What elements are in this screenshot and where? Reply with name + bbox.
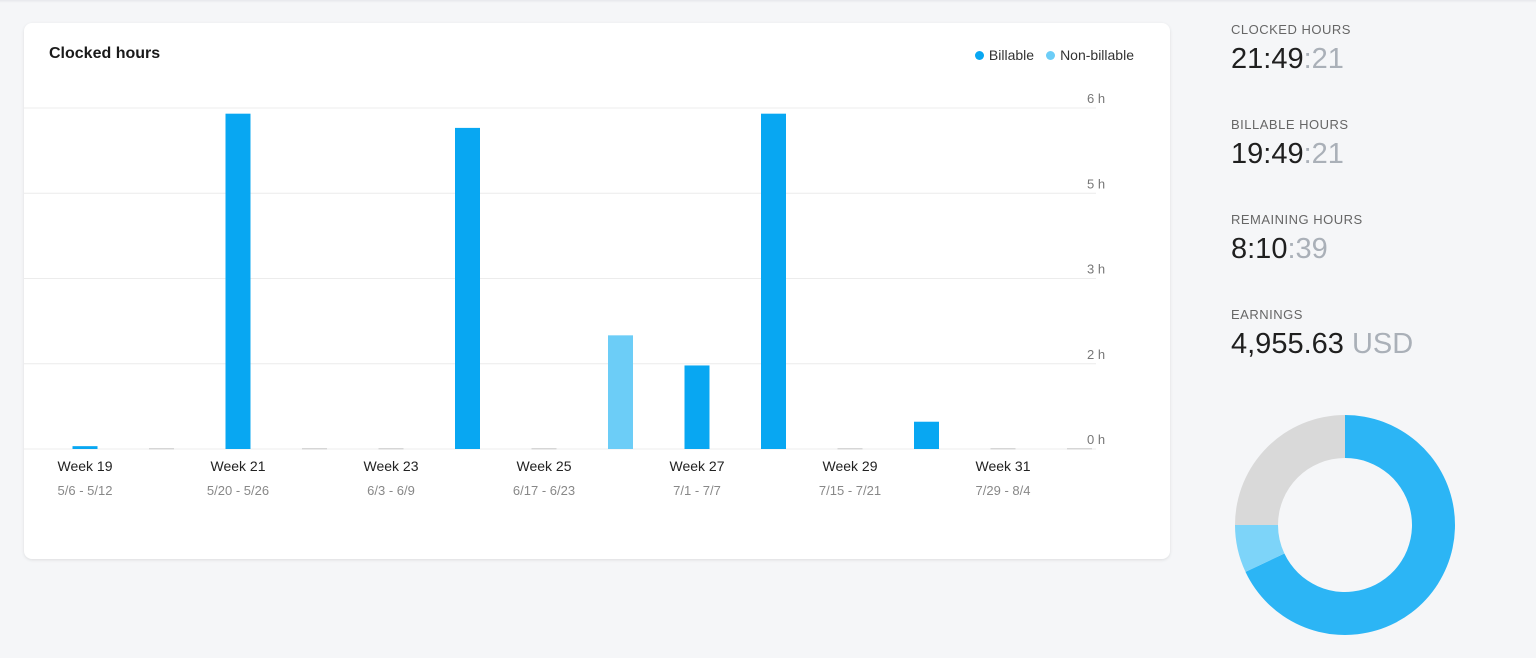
x-tick-label-range: 7/29 - 8/4 [976, 483, 1031, 498]
bar-empty [378, 448, 404, 450]
card-title: Clocked hours [49, 45, 161, 62]
stat-clocked-hours: CLOCKED HOURS 21:49:21 [1231, 22, 1511, 117]
stat-value: 19:49:21 [1231, 138, 1511, 171]
donut-slice-non-billable[interactable] [1235, 525, 1285, 572]
stat-value: 4,955.63 USD [1231, 328, 1511, 361]
bar-non-billable[interactable] [608, 335, 633, 449]
stat-remaining-hours: REMAINING HOURS 8:10:39 [1231, 212, 1511, 307]
non-billable-dot-icon [1046, 50, 1056, 60]
donut-slice-remaining[interactable] [1235, 415, 1345, 525]
bar-empty [990, 448, 1016, 450]
stat-value-currency: USD [1343, 328, 1414, 360]
x-tick-label-week: Week 25 [517, 458, 572, 474]
bar-billable[interactable] [684, 365, 710, 449]
billable-dot-icon [974, 50, 984, 60]
clocked-hours-card: Clocked hours Billable Non-billable 0 h 2… [24, 23, 1170, 559]
stat-label: EARNINGS [1231, 307, 1303, 322]
stat-value: 21:49:21 [1231, 43, 1511, 76]
x-tick-label-week: Week 21 [211, 458, 266, 474]
stat-value-main: 19:49 [1231, 138, 1304, 170]
x-tick-label-range: 6/17 - 6/23 [513, 483, 575, 498]
y-tick-label: 5 h [1087, 176, 1105, 191]
bar-empty [531, 448, 557, 450]
top-shadow [0, 0, 1536, 3]
bar-billable[interactable] [761, 113, 786, 449]
bar-empty [1067, 448, 1092, 450]
x-tick-label-week: Week 29 [823, 458, 878, 474]
y-tick-label: 6 h [1087, 91, 1105, 106]
x-tick-label-week: Week 27 [670, 458, 725, 474]
stat-value: 8:10:39 [1231, 233, 1511, 266]
stat-earnings: EARNINGS 4,955.63 USD [1231, 307, 1511, 402]
bar-empty [302, 448, 327, 450]
x-tick-label-range: 7/1 - 7/7 [673, 483, 721, 498]
bar-billable[interactable] [72, 446, 98, 449]
x-tick-label-week: Week 19 [58, 458, 113, 474]
y-tick-label: 2 h [1087, 347, 1105, 362]
legend-label-billable: Billable [988, 47, 1035, 63]
stat-label: REMAINING HOURS [1231, 212, 1363, 227]
legend-item-billable[interactable]: Billable [974, 47, 1035, 63]
bar-chart: 0 h 2 h 3 h 5 h 6 h Week 19 5/6 - 5/12 Week 21 5… [24, 91, 1105, 498]
x-tick-label-range: 7/15 - 7/21 [819, 483, 881, 498]
stat-value-main: 8:10 [1231, 233, 1288, 265]
stat-label: CLOCKED HOURS [1231, 22, 1351, 37]
x-tick-label-range: 6/3 - 6/9 [367, 483, 415, 498]
bar-empty [837, 448, 863, 450]
stat-value-seconds: :21 [1303, 43, 1344, 75]
x-tick-label-range: 5/20 - 5/26 [207, 483, 269, 498]
x-tick-label-week: Week 31 [976, 458, 1031, 474]
stat-label: BILLABLE HOURS [1231, 117, 1349, 132]
donut-slice-billable[interactable] [1245, 415, 1455, 635]
chart-legend: Billable Non-billable [963, 47, 1134, 63]
stats-panel: CLOCKED HOURS 21:49:21 BILLABLE HOURS 19… [1231, 22, 1511, 402]
y-tick-label: 0 h [1087, 432, 1105, 447]
y-tick-label: 3 h [1087, 262, 1105, 277]
hours-donut-chart [1235, 415, 1455, 635]
bar-billable[interactable] [914, 421, 939, 449]
x-tick-label-range: 5/6 - 5/12 [58, 483, 113, 498]
stat-value-seconds: :21 [1303, 138, 1344, 170]
stat-billable-hours: BILLABLE HOURS 19:49:21 [1231, 117, 1511, 212]
bar-billable[interactable] [225, 113, 251, 449]
bar-billable[interactable] [455, 127, 480, 450]
bar-empty [149, 448, 174, 450]
legend-label-non-billable: Non-billable [1060, 47, 1134, 63]
stat-value-main: 4,955.63 [1231, 328, 1344, 360]
stat-value-main: 21:49 [1231, 43, 1304, 75]
stat-value-seconds: :39 [1287, 233, 1328, 265]
legend-item-non-billable[interactable]: Non-billable [1046, 47, 1134, 63]
x-tick-label-week: Week 23 [364, 458, 419, 474]
